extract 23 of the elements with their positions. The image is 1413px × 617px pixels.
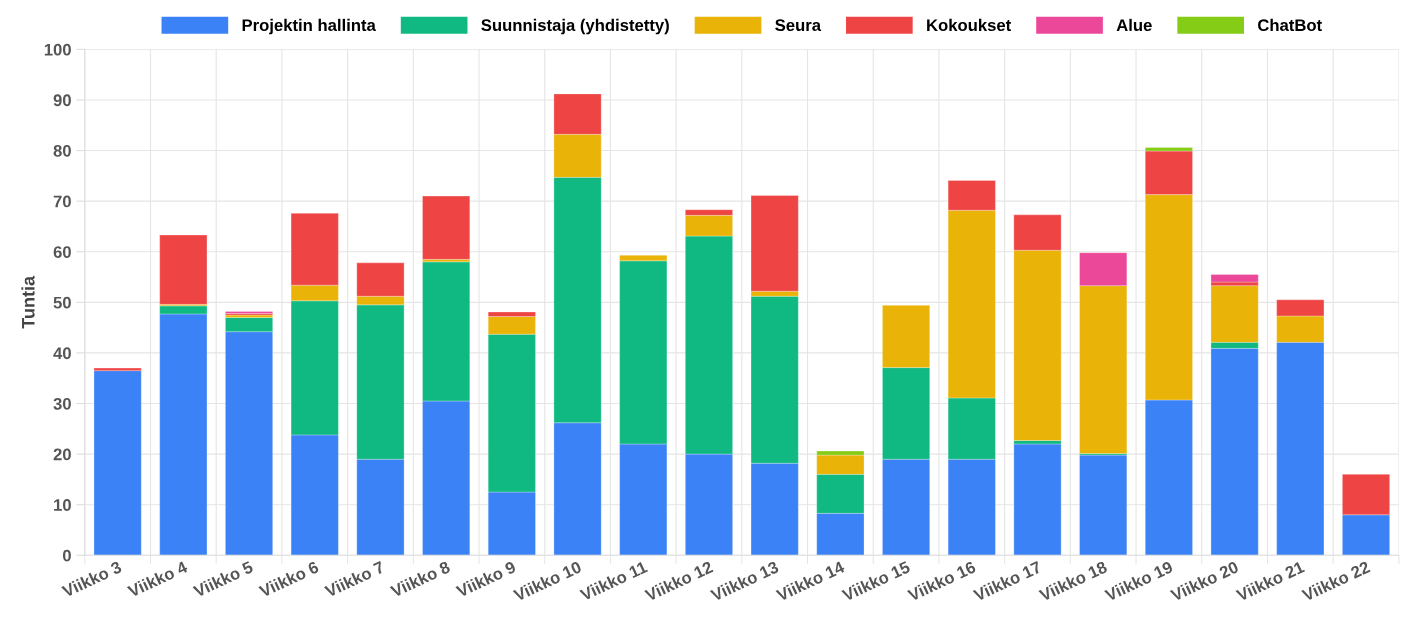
legend-label: Seura [775,19,822,32]
y-tick-label: 20 [53,448,71,461]
x-tick-label: Viikko 4 [126,560,189,598]
y-tick-label: 70 [53,195,71,208]
y-tick-label: 0 [62,549,71,562]
legend-label: Kokoukset [927,18,1012,32]
y-tick-label: 90 [53,94,71,107]
x-tick-label: Viikko 7 [323,560,385,598]
y-tick-label: 80 [53,144,71,157]
x-tick-label: Viikko 8 [389,560,451,598]
legend-label: Projektin hallinta [242,18,376,35]
y-tick-label: 30 [53,397,71,410]
legend-label: ChatBot [1258,18,1322,32]
y-tick-label: 10 [54,499,71,511]
x-tick-label: Viikko 6 [258,560,320,598]
x-tick-label: Viikko 5 [192,560,254,598]
y-tick-label: 100 [44,43,71,56]
legend-label: Alue [1116,18,1152,32]
legend-label: Suunnistaja (yhdistetty) [481,18,669,35]
y-tick-label: 60 [53,246,71,258]
y-tick-label: 50 [53,296,71,309]
y-axis-title: Tuntia [21,275,35,329]
y-tick-label: 40 [53,347,71,360]
